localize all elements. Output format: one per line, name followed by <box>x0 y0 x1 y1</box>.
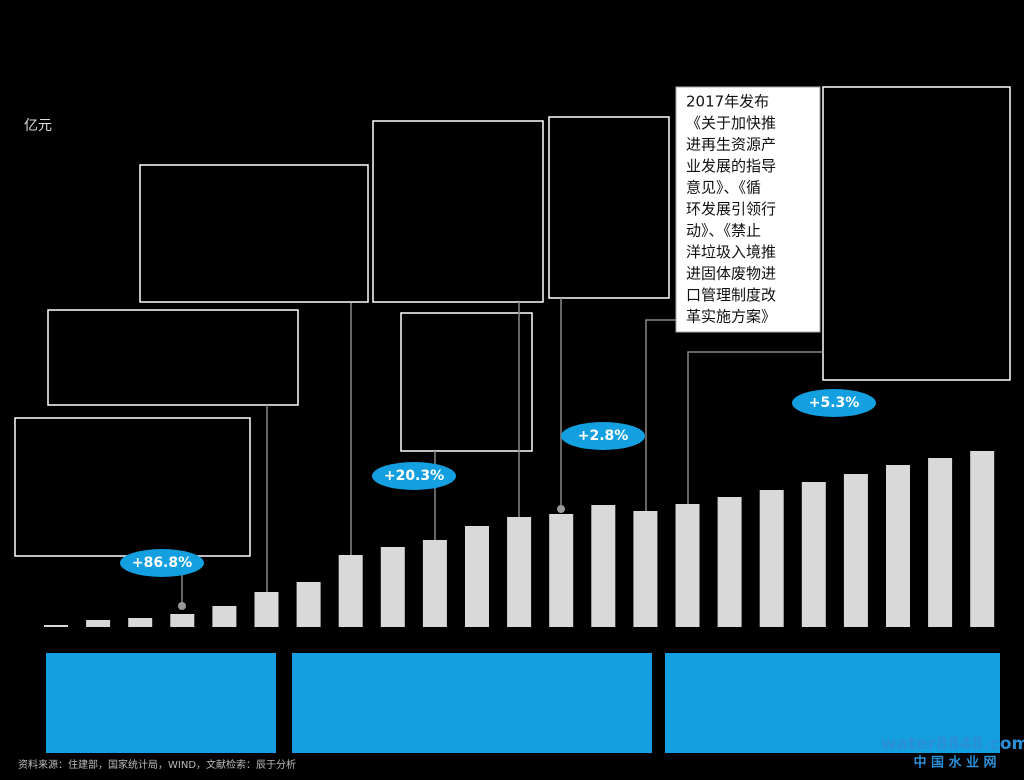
empty-box <box>548 116 670 299</box>
empty-box <box>822 86 1011 381</box>
growth-bubble <box>792 389 876 417</box>
bar <box>759 490 784 627</box>
note-line: 业发展的指导 <box>686 157 776 175</box>
bar <box>128 618 153 627</box>
bar <box>422 540 447 627</box>
note-line: 革实施方案》 <box>686 308 776 326</box>
note-line: 口管理制度改 <box>686 286 776 304</box>
bar <box>212 606 237 627</box>
note-line: 环发展引领行 <box>686 200 776 218</box>
growth-label: +86.8% <box>132 555 192 571</box>
empty-box <box>400 312 533 452</box>
note-line: 动》、《禁止 <box>686 222 761 240</box>
bar <box>44 625 68 627</box>
growth-label: +20.3% <box>384 468 444 484</box>
phase-box <box>665 653 1000 753</box>
bar <box>380 547 405 627</box>
bar <box>296 582 321 627</box>
growth-bubble <box>561 422 645 450</box>
source: 资料来源：住建部，国家统计局，WIND，文献检索：辰于分析 <box>18 758 296 771</box>
bar <box>928 458 953 627</box>
bar <box>170 614 195 627</box>
growth-bubble <box>120 549 204 577</box>
bar <box>886 465 910 627</box>
unit-label: 亿元 <box>24 118 52 134</box>
leader-lines <box>181 298 823 606</box>
bar <box>843 474 868 627</box>
note-line: 《关于加快推 <box>686 114 776 132</box>
growth-bubble <box>372 462 456 490</box>
bar <box>970 451 995 627</box>
note-line: 进再生资源产 <box>686 136 776 154</box>
bar <box>549 514 574 627</box>
note-line: 洋垃圾入境推 <box>686 243 776 261</box>
empty-box <box>372 120 544 303</box>
bar <box>801 482 826 627</box>
watermark: 中 国 水 业 网 <box>913 755 996 771</box>
bar <box>86 620 111 627</box>
phase-box <box>46 653 276 753</box>
phase-box <box>292 653 652 753</box>
note-line: 进固体废物进 <box>686 265 776 283</box>
bar <box>465 526 489 627</box>
bar <box>507 517 532 627</box>
growth-label: +5.3% <box>809 395 860 411</box>
empty-box <box>47 309 299 406</box>
empty-box <box>139 164 369 303</box>
watermark: water8848.com <box>881 734 1024 754</box>
note-line: 2017年发布 <box>686 93 769 111</box>
bar <box>338 555 363 627</box>
growth-label: +2.8% <box>578 428 629 444</box>
bar <box>591 505 616 627</box>
bar <box>717 497 742 627</box>
note-line: 意见》、《循 <box>686 179 761 197</box>
bar <box>254 592 279 627</box>
bar <box>675 504 700 627</box>
bar <box>633 511 658 627</box>
note-box <box>675 86 821 333</box>
empty-box <box>14 417 251 557</box>
